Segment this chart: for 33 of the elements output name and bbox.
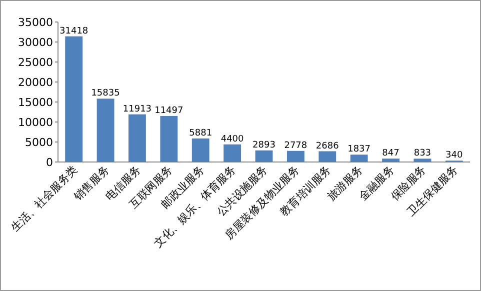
bar [224,144,242,162]
bar [96,98,114,162]
bar [382,158,400,162]
bar [255,150,273,162]
y-tick-label: 35000 [18,16,53,29]
y-tick-label: 20000 [18,76,53,89]
data-label: 1837 [348,144,371,155]
data-label: 5881 [189,128,212,138]
bar [350,154,368,162]
data-label: 2893 [252,140,276,150]
data-label: 847 [382,148,400,159]
data-label: 15835 [91,88,120,99]
bar [160,116,178,162]
bar [414,158,432,162]
data-label: 2778 [284,140,308,151]
data-label: 4400 [220,134,244,144]
y-tick-label: 15000 [18,96,53,109]
bar [286,150,304,162]
data-label: 31418 [60,26,88,36]
y-tick-label: 5000 [25,136,53,149]
y-tick-label: 25000 [18,56,53,69]
data-label: 340 [446,150,464,161]
bar [128,114,146,162]
bar [192,138,210,162]
bar [318,151,336,162]
data-label: 11497 [154,106,184,116]
y-tick-label: 0 [46,156,53,169]
data-label: 2686 [316,141,340,152]
data-label: 11913 [122,104,152,114]
data-label: 833 [414,148,432,159]
bar [65,36,83,162]
y-tick-label: 10000 [18,116,53,129]
y-tick-label: 30000 [18,36,53,49]
